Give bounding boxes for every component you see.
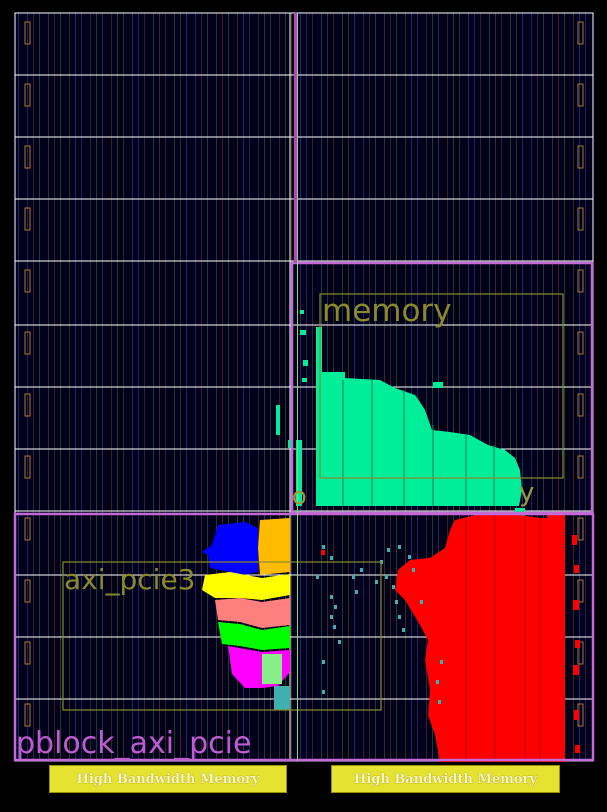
cyan-cell — [333, 625, 336, 629]
cyan-cell — [408, 555, 411, 559]
io-bank-glyph — [577, 641, 584, 665]
hbm-block-left: High Bandwidth Memory — [49, 765, 287, 793]
label-fragment-right: y — [519, 478, 535, 508]
cyan-cell — [352, 575, 355, 579]
cyan-cell — [334, 605, 337, 609]
cyan-cell — [316, 575, 319, 579]
io-bank-glyph — [577, 331, 584, 355]
pblock-axi-pcie-outer — [13, 512, 595, 762]
cyan-cell — [322, 660, 325, 664]
io-bank-glyph — [24, 21, 31, 45]
hbm-label-right: High Bandwidth Memory — [354, 771, 537, 787]
red-cells-texture — [465, 515, 541, 762]
pblock-boundaries — [13, 261, 595, 762]
cyan-cell — [392, 585, 395, 589]
salmon-cells — [215, 598, 290, 628]
cyan-cell — [395, 600, 398, 604]
red-cells — [321, 514, 580, 762]
light-green-cells — [262, 654, 282, 684]
cyan-cell — [385, 575, 388, 579]
cyan-cell — [330, 615, 333, 619]
pblock-memory-label: memory — [322, 293, 452, 329]
clock-spine — [294, 13, 298, 761]
memory-cells-texture — [342, 380, 495, 506]
cyan-cell — [322, 545, 325, 549]
cyan-cell — [440, 660, 443, 664]
cyan-cell — [338, 640, 341, 644]
io-bank-glyph — [24, 83, 31, 107]
teal-cells — [274, 686, 290, 710]
cyan-cells — [316, 545, 443, 704]
io-bank-glyph — [24, 145, 31, 169]
cyan-cell — [420, 600, 423, 604]
hbm-label-left: High Bandwidth Memory — [76, 771, 260, 787]
io-bank-glyph — [24, 331, 31, 355]
cyan-cell — [412, 568, 415, 572]
cyan-cell — [360, 568, 363, 572]
cyan-cell — [322, 690, 325, 694]
io-bank-glyph — [24, 393, 31, 417]
io-bank-glyph — [577, 269, 584, 293]
io-bank-glyph — [577, 21, 584, 45]
yellow-cells — [202, 572, 290, 600]
green-cells — [218, 622, 290, 650]
cyan-cell — [436, 680, 439, 684]
io-bank-glyph — [24, 517, 31, 541]
cyan-cell — [398, 615, 401, 619]
label-fragment-left: o — [292, 482, 307, 510]
cyan-cell — [402, 628, 405, 632]
io-bank-glyph — [24, 579, 31, 603]
cyan-cell — [438, 700, 441, 704]
pblock-axi-pcie3-inner — [62, 561, 382, 711]
clock-region-grid — [14, 12, 594, 762]
cyan-cell — [355, 590, 358, 594]
io-bank-glyph — [24, 455, 31, 479]
io-bank-glyph — [577, 455, 584, 479]
cyan-cell — [375, 580, 378, 584]
io-bank-glyph — [24, 703, 31, 727]
io-bank-glyph — [577, 207, 584, 231]
io-banks — [24, 21, 584, 727]
io-bank-glyph — [577, 393, 584, 417]
cyan-cell — [387, 548, 390, 552]
pblock-axi-pcie-label: pblock_axi_pcie — [16, 726, 252, 761]
io-bank-glyph — [24, 207, 31, 231]
io-bank-glyph — [24, 641, 31, 665]
io-bank-glyph — [577, 579, 584, 603]
io-bank-glyph — [577, 145, 584, 169]
pblock-axi-pcie3-label: axi_pcie3 — [64, 563, 196, 596]
pblock-memory-inner — [319, 293, 564, 479]
orange-cells — [258, 518, 290, 575]
io-bank-glyph — [577, 83, 584, 107]
cyan-cell — [330, 595, 333, 599]
hbm-block-right: High Bandwidth Memory — [331, 765, 560, 793]
cyan-cell — [398, 545, 401, 549]
io-bank-glyph — [24, 269, 31, 293]
cyan-cell — [330, 556, 333, 560]
io-bank-glyph — [577, 517, 584, 541]
